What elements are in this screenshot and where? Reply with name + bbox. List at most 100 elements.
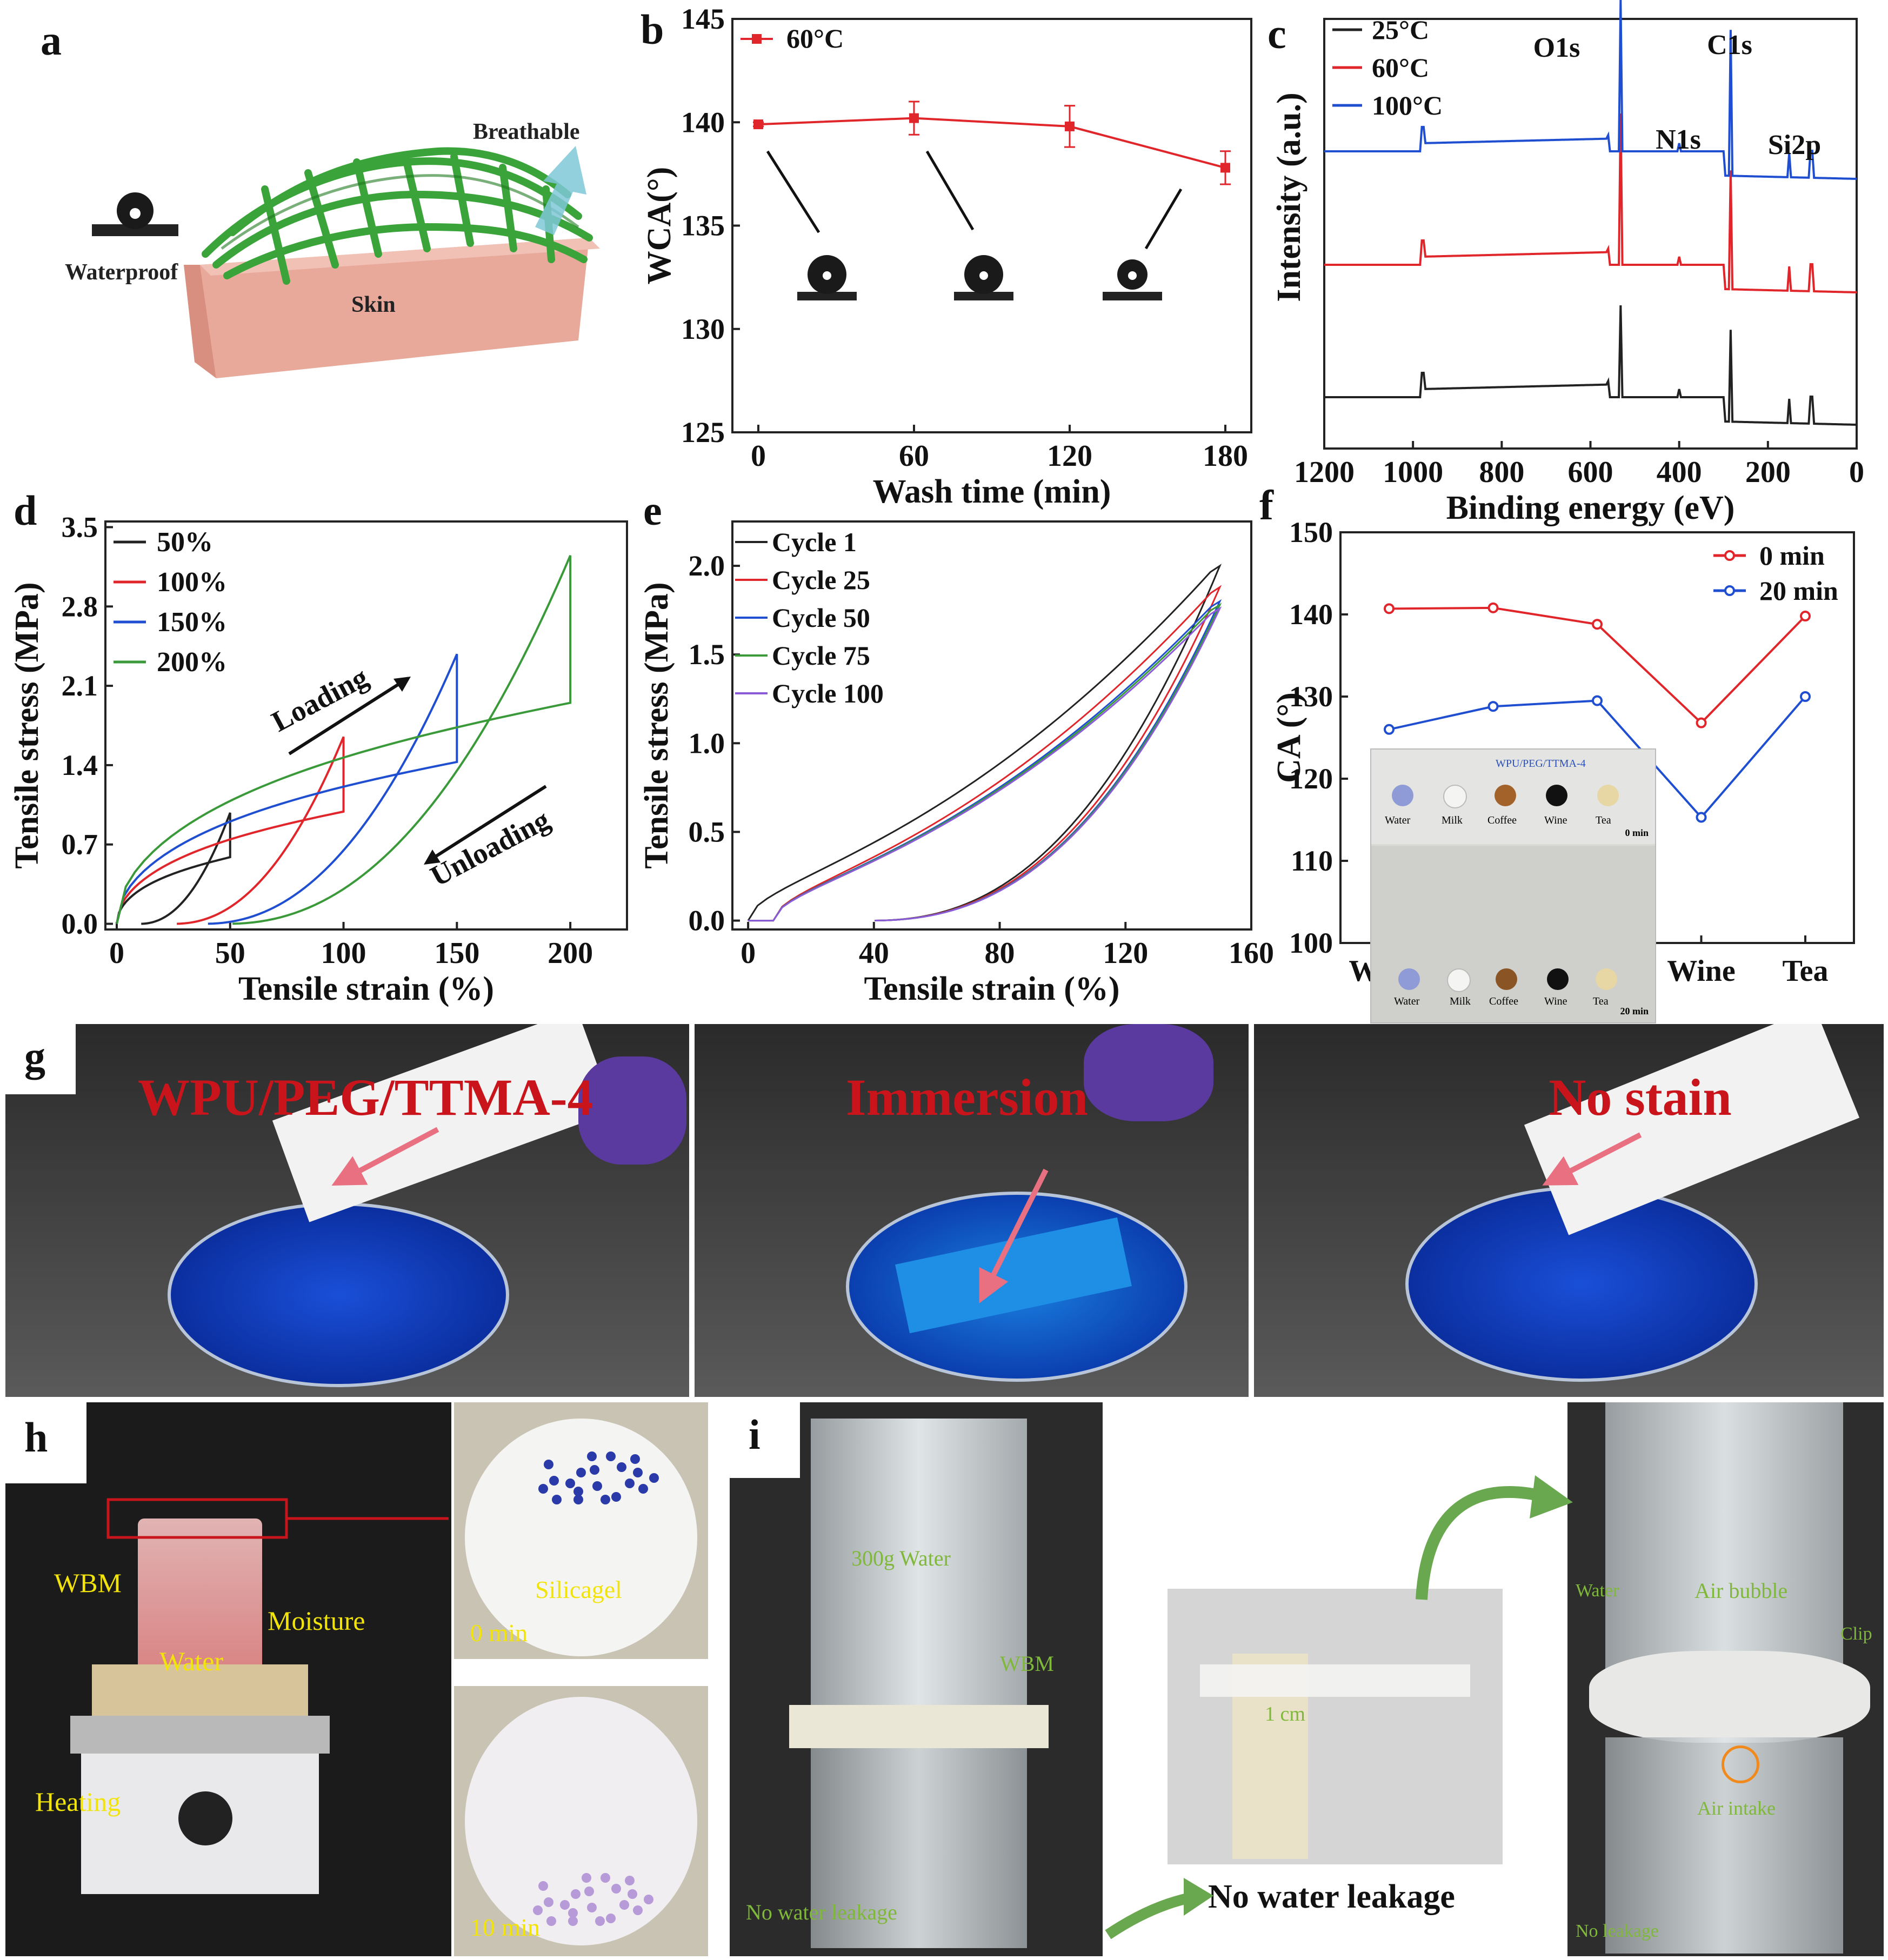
- x-tick-label: 1200: [1294, 456, 1355, 489]
- panel-letter-g: g: [24, 1033, 45, 1080]
- blue-bead-icon: [565, 1479, 575, 1488]
- data-point: [1800, 691, 1811, 702]
- y-tick-label: 130: [1289, 680, 1333, 713]
- inset-label-water: Water: [1385, 814, 1411, 826]
- faded-bead-icon: [601, 1873, 610, 1883]
- y-tick-label: 120: [1289, 762, 1333, 795]
- legend-marker: [752, 34, 762, 44]
- dial-icon: [178, 1791, 232, 1845]
- faded-bead-icon: [533, 1905, 543, 1915]
- x-axis-label: Tensile strain (%): [238, 971, 494, 1007]
- y-tick-label: 2.1: [62, 670, 98, 702]
- i-caption-no-leak: No water leakage: [1208, 1878, 1455, 1915]
- bubble-column: [1605, 1402, 1843, 1678]
- loading-arrow: [288, 677, 409, 755]
- blue-bead-icon: [617, 1462, 626, 1472]
- i-label-clip: Clip: [1840, 1624, 1872, 1644]
- hysteresis-loop-50%: [116, 812, 231, 925]
- inset-arrow: [1144, 188, 1183, 250]
- blue-bead-icon: [538, 1484, 548, 1494]
- cycle-curve-4: [748, 606, 1222, 922]
- peak-label-C1s: C1s: [1707, 30, 1752, 61]
- x-tick-label: 200: [548, 936, 593, 970]
- inset-label-wine-2: Wine: [1544, 995, 1567, 1007]
- panel-letter-b: b: [641, 6, 664, 53]
- i-label-no-leakage: No leakage: [1576, 1921, 1659, 1941]
- glove-1: [578, 1056, 686, 1165]
- blue-bead-icon: [549, 1476, 559, 1486]
- blue-bead-icon: [649, 1473, 659, 1483]
- inset-label-wine: Wine: [1544, 814, 1567, 826]
- legend-label: 200%: [157, 647, 227, 678]
- photo-g3: [1254, 1024, 1884, 1397]
- x-tick-label: 0: [1849, 456, 1864, 489]
- i-flow-arrows: [1105, 1475, 1573, 1939]
- inset-pedestal: [1103, 292, 1162, 300]
- faded-bead-icon: [568, 1908, 578, 1918]
- legend-label: 60°C: [786, 23, 844, 53]
- droplet-wine-20: [1547, 968, 1569, 990]
- legend-label: 150%: [157, 607, 227, 638]
- breathable-label: Breathable: [473, 119, 580, 144]
- panel-a-schematic: Breathable Waterproof Skin: [59, 86, 627, 389]
- legend-label: 0 min: [1759, 540, 1825, 571]
- y-axis-label: Intensity (a.u.): [1271, 92, 1307, 302]
- glove-2: [1084, 1024, 1213, 1121]
- photo-i-bubble: Water Air bubble Clip Air intake No leak…: [1567, 1402, 1884, 1956]
- petri-dish-1: [168, 1202, 509, 1387]
- inset-droplet-highlight: [823, 271, 831, 280]
- i-label-300g: 300g Water: [851, 1546, 951, 1570]
- water-column: [811, 1419, 1027, 1710]
- x-tick-label: 0: [740, 936, 756, 970]
- faded-bead-icon: [633, 1905, 643, 1915]
- legend-label: 100°C: [1372, 90, 1443, 121]
- photo-g1: [5, 1024, 689, 1397]
- y-tick-label: 0.5: [689, 815, 725, 848]
- x-tick-label: 0: [751, 439, 766, 473]
- droplet-water-0: [1392, 785, 1413, 806]
- droplet-tea-0: [1597, 785, 1619, 806]
- silicagel-disc-10: [465, 1697, 697, 1945]
- blue-bead-icon: [625, 1479, 635, 1488]
- xps-spectrum-25°C: [1324, 305, 1857, 426]
- i-label-1cm: 1 cm: [1265, 1703, 1305, 1725]
- faded-bead-icon: [606, 1914, 616, 1923]
- blue-bead-icon: [576, 1468, 586, 1477]
- i-label-wbm: WBM: [1000, 1651, 1054, 1676]
- panel-letter-d: d: [14, 487, 37, 534]
- data-point: [1487, 602, 1499, 613]
- skin-label: Skin: [351, 292, 396, 317]
- faded-bead-icon: [560, 1900, 570, 1910]
- data-point: [1065, 121, 1075, 131]
- wbm-clamp: [789, 1705, 1049, 1748]
- inset-label-tea-2: Tea: [1593, 995, 1609, 1007]
- y-tick-label: 2.8: [62, 590, 98, 623]
- annotation-loading: Loading: [266, 661, 373, 738]
- unloading-arrowhead: [424, 849, 441, 865]
- plot-frame: [104, 520, 628, 931]
- data-point: [1592, 619, 1603, 630]
- x-tick-label: 100: [321, 936, 366, 970]
- legend-label: Cycle 50: [772, 603, 870, 633]
- y-axis-label: Tensile stress (MPa): [9, 582, 45, 868]
- data-point: [1696, 717, 1707, 728]
- blue-bead-icon: [590, 1465, 599, 1475]
- annotation-unloading: Unloading: [425, 803, 555, 893]
- panel-letter-a: a: [41, 17, 62, 64]
- plot-frame: [731, 18, 1252, 433]
- photo-h-0min: Silicagel 0 min: [454, 1402, 708, 1659]
- h-label-10min: 10 min: [470, 1914, 541, 1941]
- cycle-curve-1: [748, 585, 1222, 922]
- inset-arrow: [925, 150, 975, 231]
- faded-bead-icon: [546, 1916, 556, 1926]
- silica-beads: [533, 1451, 659, 1926]
- panel-letter-i: i: [749, 1411, 760, 1458]
- data-point: [909, 113, 919, 123]
- photo-h-10min: 10 min: [454, 1686, 708, 1956]
- x-tick-label: Tea: [1782, 954, 1828, 988]
- droplet-coffee-20: [1496, 968, 1517, 990]
- blue-bead-icon: [587, 1451, 597, 1461]
- x-tick-label: 800: [1479, 456, 1524, 489]
- data-point: [1220, 163, 1230, 173]
- blue-bead-icon: [552, 1495, 562, 1504]
